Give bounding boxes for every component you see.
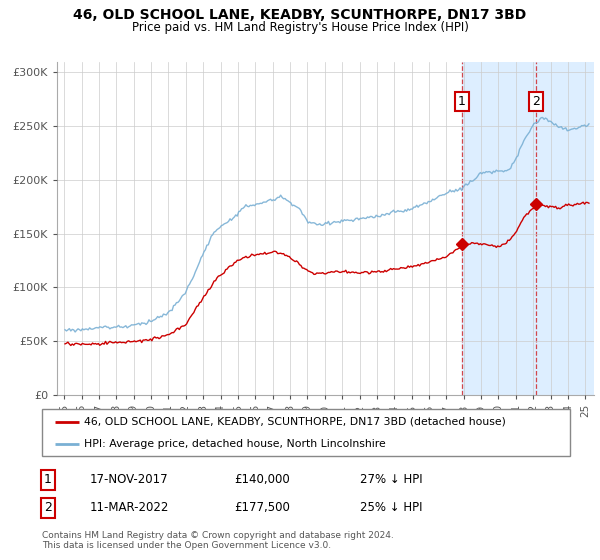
Text: 27% ↓ HPI: 27% ↓ HPI <box>360 473 422 487</box>
Text: 2: 2 <box>532 95 540 108</box>
Text: 46, OLD SCHOOL LANE, KEADBY, SCUNTHORPE, DN17 3BD (detached house): 46, OLD SCHOOL LANE, KEADBY, SCUNTHORPE,… <box>84 417 506 427</box>
Text: 11-MAR-2022: 11-MAR-2022 <box>90 501 169 515</box>
Text: £177,500: £177,500 <box>234 501 290 515</box>
Text: 25% ↓ HPI: 25% ↓ HPI <box>360 501 422 515</box>
Text: HPI: Average price, detached house, North Lincolnshire: HPI: Average price, detached house, Nort… <box>84 438 386 449</box>
Text: 46, OLD SCHOOL LANE, KEADBY, SCUNTHORPE, DN17 3BD: 46, OLD SCHOOL LANE, KEADBY, SCUNTHORPE,… <box>73 8 527 22</box>
Text: 17-NOV-2017: 17-NOV-2017 <box>90 473 169 487</box>
Bar <box>461 62 594 395</box>
Text: Contains HM Land Registry data © Crown copyright and database right 2024.
This d: Contains HM Land Registry data © Crown c… <box>42 531 394 550</box>
Text: 1: 1 <box>44 473 52 487</box>
Text: £140,000: £140,000 <box>234 473 290 487</box>
Text: 1: 1 <box>458 95 466 108</box>
Text: Price paid vs. HM Land Registry's House Price Index (HPI): Price paid vs. HM Land Registry's House … <box>131 21 469 34</box>
Text: 2: 2 <box>44 501 52 515</box>
FancyBboxPatch shape <box>42 409 570 456</box>
